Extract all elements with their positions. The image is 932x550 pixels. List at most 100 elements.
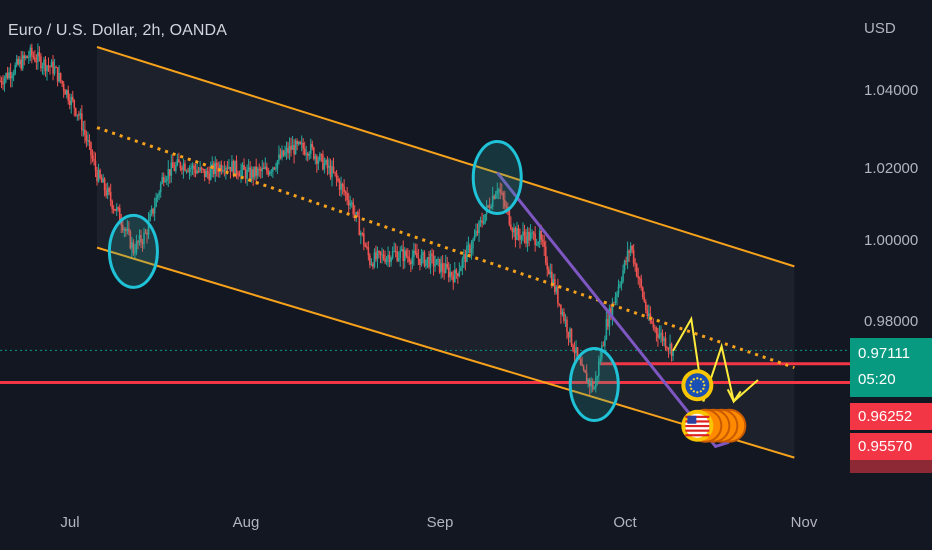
candle-body (355, 212, 358, 215)
candle-body (582, 366, 585, 371)
candle-body (672, 349, 674, 357)
projection-path[interactable] (672, 315, 759, 404)
candle-body (237, 172, 239, 176)
candle-body (594, 377, 597, 389)
candle-body (70, 96, 73, 105)
y-tick-label: 1.00000 (864, 232, 919, 249)
candle-body (150, 208, 153, 215)
candle-body (235, 160, 238, 173)
symbol-title[interactable]: Euro / U.S. Dollar, 2h, OANDA (8, 22, 227, 39)
channel-lower-line[interactable] (96, 246, 795, 459)
candle-body (558, 303, 561, 305)
candle-body (121, 225, 124, 231)
candle-body (149, 214, 151, 221)
candle-body (449, 272, 452, 278)
candle-body (138, 235, 141, 243)
candle-body (441, 263, 444, 271)
candle-body (302, 143, 304, 149)
candle-body (267, 171, 270, 175)
candle-body (132, 242, 135, 253)
candle-body (176, 159, 179, 166)
candle-body (90, 142, 92, 156)
candle-body (153, 206, 156, 214)
candle-body (378, 251, 380, 253)
candle-body (296, 140, 298, 144)
candle-body (370, 263, 373, 265)
candle-body (250, 169, 253, 180)
candle-body (670, 343, 673, 357)
eu-star-icon (692, 390, 695, 393)
candle-body (519, 235, 521, 240)
candle-body (6, 73, 9, 79)
candle-body (541, 239, 544, 242)
x-tick-label: Jul (60, 514, 80, 531)
candle-body (79, 113, 82, 116)
candle-body (491, 195, 494, 208)
candle-body (200, 167, 203, 169)
candle-body (231, 161, 233, 172)
candle-body (279, 154, 282, 159)
candle-body (34, 57, 36, 62)
candle-body (573, 350, 576, 354)
candle-body (175, 165, 177, 171)
candle-body (460, 267, 462, 272)
candle-body (555, 287, 558, 292)
candle-body (41, 66, 44, 69)
candle-body (403, 250, 406, 262)
touch-circle[interactable] (568, 347, 620, 422)
candle-body (179, 162, 182, 169)
candle-body (419, 258, 421, 265)
candle-body (115, 207, 118, 211)
candle-body (300, 143, 303, 145)
candle-body (497, 189, 500, 191)
candle-body (607, 319, 609, 327)
candle-body (635, 264, 638, 277)
us-flag-stripe (685, 424, 710, 428)
candle-body (487, 205, 489, 207)
candle-body (382, 254, 385, 259)
candle-body (76, 114, 79, 116)
channel-upper-line[interactable] (96, 46, 795, 268)
candle-body (513, 227, 515, 233)
candle-body (547, 269, 550, 275)
eu-star-icon (696, 391, 699, 394)
touch-circle[interactable] (471, 140, 523, 215)
y-tick-label: 1.02000 (864, 160, 919, 177)
candle-body (15, 59, 18, 66)
candle-body (510, 224, 512, 230)
candle-body (212, 163, 215, 174)
candle-body (585, 372, 588, 384)
candle-body (96, 170, 98, 182)
candle-body (397, 257, 400, 261)
candle-body (637, 276, 640, 279)
channel-median-line[interactable] (96, 126, 795, 370)
candle-body (605, 319, 608, 340)
candle-body (240, 170, 242, 177)
support-level-tag: 0.95570 (850, 433, 932, 460)
candle-body (429, 253, 432, 268)
candle-body (84, 129, 86, 136)
candle-body (534, 233, 536, 245)
candle-body (165, 178, 168, 182)
candle-body (314, 156, 317, 159)
candle-body (202, 168, 204, 170)
candle-body (535, 244, 538, 246)
eu-star-icon (699, 378, 702, 381)
candle-body (114, 209, 117, 211)
eu-star-icon (702, 380, 705, 383)
candle-body (372, 263, 374, 267)
candle-body (21, 55, 24, 69)
candle-body (178, 159, 180, 163)
candle-body (373, 252, 376, 267)
candle-body (173, 167, 176, 171)
candle-body (387, 254, 389, 258)
us-flag-stripe (685, 420, 710, 423)
candle-body (8, 71, 10, 79)
candle-body (411, 257, 414, 264)
candle-body (644, 301, 647, 311)
candle-body (197, 170, 200, 172)
candle-body (596, 375, 599, 378)
touch-circle[interactable] (107, 213, 159, 289)
candle-body (546, 262, 549, 270)
candle-body (566, 319, 568, 333)
